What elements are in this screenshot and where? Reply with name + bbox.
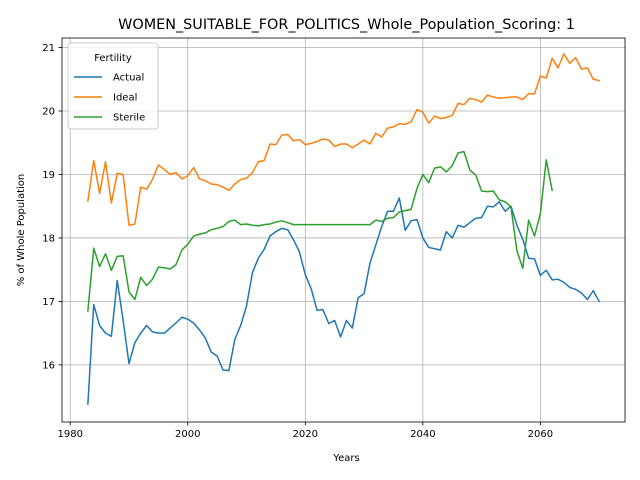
series-lines xyxy=(87,53,601,406)
y-tick-label: 19 xyxy=(42,170,55,181)
chart-title: WOMEN_SUITABLE_FOR_POLITICS_Whole_Popula… xyxy=(118,17,575,33)
grid-lines xyxy=(62,38,625,422)
series-line-ideal xyxy=(87,53,601,226)
y-tick-label: 16 xyxy=(42,360,55,371)
legend-label-sterile: Sterile xyxy=(113,113,145,124)
legend-entries: Actual Ideal Sterile xyxy=(74,73,145,124)
x-axis-label: Years xyxy=(332,453,359,464)
x-tick-label: 2040 xyxy=(410,429,435,440)
plot-frame xyxy=(61,37,626,423)
y-tick-label: 21 xyxy=(42,43,55,54)
legend: Fertility Actual Ideal Sterile xyxy=(67,42,159,130)
x-tick-label: 2020 xyxy=(293,429,318,440)
x-axis-ticks: 1980 2000 2020 2040 2060 xyxy=(58,422,553,440)
x-tick-label: 1980 xyxy=(58,429,83,440)
series-line-sterile xyxy=(87,150,554,312)
series-line-actual xyxy=(87,197,601,406)
y-axis-ticks: 16 17 18 19 20 21 xyxy=(42,43,62,371)
y-tick-label: 20 xyxy=(42,106,55,117)
legend-title: Fertility xyxy=(94,53,132,64)
y-axis-label: % of Whole Population xyxy=(16,174,27,287)
legend-box xyxy=(67,42,159,130)
legend-label-actual: Actual xyxy=(113,73,144,84)
y-tick-label: 17 xyxy=(42,297,55,308)
y-tick-label: 18 xyxy=(42,233,55,244)
x-tick-label: 2060 xyxy=(528,429,553,440)
x-tick-label: 2000 xyxy=(175,429,200,440)
legend-label-ideal: Ideal xyxy=(113,93,137,104)
